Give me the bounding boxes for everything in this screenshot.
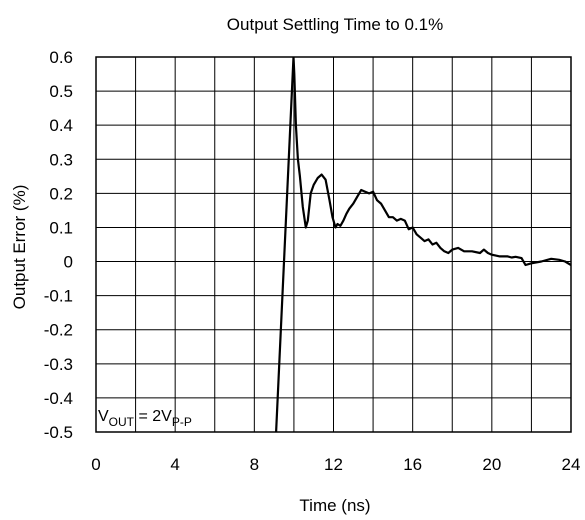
- y-tick-label: -0.4: [44, 389, 73, 408]
- x-tick-labels: 0 4 8 12 16 20 24: [91, 455, 580, 474]
- y-tick-label: 0.5: [49, 82, 73, 101]
- chart-title: Output Settling Time to 0.1%: [227, 15, 443, 34]
- y-tick-label: -0.2: [44, 321, 73, 340]
- vout-annotation: VOUT = 2VP-P: [98, 408, 192, 429]
- x-tick-label: 16: [403, 455, 422, 474]
- output-error-curve: [275, 57, 571, 432]
- x-tick-label: 4: [170, 455, 179, 474]
- y-tick-label: 0.2: [49, 184, 73, 203]
- annotation-sub-out: OUT: [109, 415, 135, 429]
- x-tick-label: 12: [324, 455, 343, 474]
- y-tick-label: 0: [64, 253, 73, 272]
- y-tick-labels: 0.6 0.5 0.4 0.3 0.2 0.1 0 -0.1 -0.2 -0.3 -0.4 -0.5: [44, 48, 73, 442]
- y-tick-label: 0.3: [49, 150, 73, 169]
- y-tick-label: -0.5: [44, 423, 73, 442]
- annotation-sub-pp: P-P: [172, 415, 192, 429]
- x-tick-label: 0: [91, 455, 100, 474]
- annotation-eq: = 2V: [134, 408, 172, 425]
- plot-frame: [95, 56, 572, 433]
- grid: [96, 57, 571, 432]
- y-tick-label: 0.6: [49, 48, 73, 67]
- y-tick-label: 0.1: [49, 218, 73, 237]
- annotation-v: V: [98, 408, 109, 425]
- y-tick-label: -0.3: [44, 355, 73, 374]
- x-tick-label: 24: [562, 455, 581, 474]
- y-tick-label: -0.1: [44, 287, 73, 306]
- y-axis-label: Output Error (%): [10, 185, 29, 310]
- curve-layer: [275, 57, 571, 432]
- x-tick-label: 20: [482, 455, 501, 474]
- y-tick-label: 0.4: [49, 116, 73, 135]
- x-tick-label: 8: [250, 455, 259, 474]
- x-axis-label: Time (ns): [299, 496, 370, 515]
